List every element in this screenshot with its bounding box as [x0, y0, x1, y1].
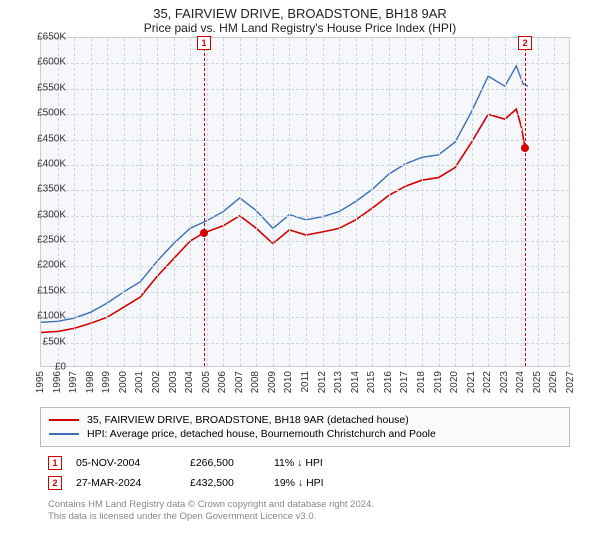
x-axis-label: 2021 [466, 371, 477, 393]
x-axis-label: 2007 [234, 371, 245, 393]
legend-label: HPI: Average price, detached house, Bour… [87, 428, 436, 440]
y-axis-label: £150K [37, 285, 66, 296]
x-axis-label: 2020 [449, 371, 460, 393]
sale-delta: 11% ↓ HPI [274, 457, 562, 469]
y-axis-label: £100K [37, 311, 66, 322]
attribution-line: Contains HM Land Registry data © Crown c… [48, 499, 562, 511]
sale-row: 1 05-NOV-2004 £266,500 11% ↓ HPI [40, 453, 570, 473]
x-axis-label: 1997 [68, 371, 79, 393]
legend-swatch [49, 433, 79, 435]
sale-marker-dot [200, 229, 208, 237]
sale-date: 27-MAR-2024 [76, 477, 176, 489]
x-axis-label: 2024 [515, 371, 526, 393]
x-axis-label: 1998 [85, 371, 96, 393]
sale-marker-icon: 2 [48, 476, 62, 490]
x-axis-label: 2000 [118, 371, 129, 393]
y-axis-label: £200K [37, 260, 66, 271]
x-axis-label: 2006 [217, 371, 228, 393]
x-axis-label: 2013 [333, 371, 344, 393]
y-axis-label: £450K [37, 133, 66, 144]
chart-wrap: 12 £0£50K£100K£150K£200K£250K£300K£350K£… [40, 37, 600, 367]
y-axis-label: £550K [37, 82, 66, 93]
y-axis-label: £650K [37, 32, 66, 43]
x-axis-label: 2003 [168, 371, 179, 393]
legend-swatch [49, 419, 79, 421]
attribution: Contains HM Land Registry data © Crown c… [40, 499, 570, 524]
x-axis-label: 2017 [399, 371, 410, 393]
x-axis-label: 2027 [565, 371, 576, 393]
x-axis-label: 2004 [184, 371, 195, 393]
x-axis-label: 2014 [350, 371, 361, 393]
sale-marker-line [204, 38, 205, 366]
x-axis-label: 2011 [300, 371, 311, 393]
x-axis-label: 2008 [250, 371, 261, 393]
x-axis-label: 2012 [317, 371, 328, 393]
sale-row: 2 27-MAR-2024 £432,500 19% ↓ HPI [40, 473, 570, 493]
y-axis-label: £600K [37, 57, 66, 68]
page-title: 35, FAIRVIEW DRIVE, BROADSTONE, BH18 9AR [0, 0, 600, 21]
x-axis-label: 1999 [101, 371, 112, 393]
x-axis-label: 2005 [201, 371, 212, 393]
x-axis-label: 2009 [267, 371, 278, 393]
y-axis-label: £50K [43, 336, 66, 347]
x-axis-label: 2025 [532, 371, 543, 393]
x-axis-label: 2019 [433, 371, 444, 393]
x-axis-label: 2002 [151, 371, 162, 393]
y-axis-label: £400K [37, 158, 66, 169]
sale-price: £432,500 [190, 477, 260, 489]
x-axis-label: 2010 [283, 371, 294, 393]
sale-marker-line [525, 38, 526, 366]
sales-table: 1 05-NOV-2004 £266,500 11% ↓ HPI 2 27-MAR-202… [40, 453, 570, 493]
y-axis-label: £500K [37, 108, 66, 119]
page-subtitle: Price paid vs. HM Land Registry's House … [0, 21, 600, 37]
x-axis-label: 2018 [416, 371, 427, 393]
legend-row: HPI: Average price, detached house, Bour… [49, 427, 561, 441]
x-axis-label: 2026 [548, 371, 559, 393]
attribution-line: This data is licensed under the Open Gov… [48, 511, 562, 523]
sale-marker-box: 2 [518, 36, 532, 50]
chart-legend: 35, FAIRVIEW DRIVE, BROADSTONE, BH18 9AR… [40, 407, 570, 447]
sale-marker-dot [521, 144, 529, 152]
sale-price: £266,500 [190, 457, 260, 469]
x-axis-label: 2015 [366, 371, 377, 393]
y-axis-label: £350K [37, 184, 66, 195]
sale-date: 05-NOV-2004 [76, 457, 176, 469]
x-axis-label: 1996 [52, 371, 63, 393]
legend-label: 35, FAIRVIEW DRIVE, BROADSTONE, BH18 9AR… [87, 414, 409, 426]
x-axis-label: 2001 [134, 371, 145, 393]
chart-plot-area: 12 [40, 37, 570, 367]
legend-row: 35, FAIRVIEW DRIVE, BROADSTONE, BH18 9AR… [49, 413, 561, 427]
sale-marker-box: 1 [197, 36, 211, 50]
sale-delta: 19% ↓ HPI [274, 477, 562, 489]
y-axis-label: £300K [37, 209, 66, 220]
x-axis-label: 1995 [35, 371, 46, 393]
x-axis-label: 2022 [482, 371, 493, 393]
chart-container: 35, FAIRVIEW DRIVE, BROADSTONE, BH18 9AR… [0, 0, 600, 560]
y-axis-label: £250K [37, 235, 66, 246]
sale-marker-icon: 1 [48, 456, 62, 470]
x-axis-label: 2023 [499, 371, 510, 393]
x-axis-label: 2016 [383, 371, 394, 393]
